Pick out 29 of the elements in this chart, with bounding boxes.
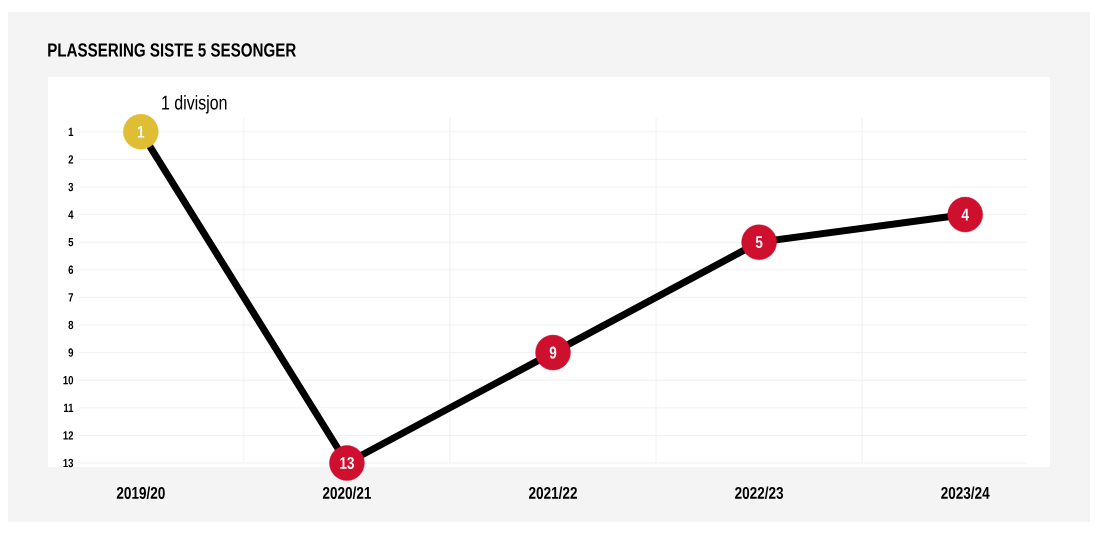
y-tick-label: 12 (63, 431, 74, 440)
x-tick-label: 2023/24 (941, 486, 990, 500)
y-tick-label: 4 (68, 210, 74, 219)
data-label: 13 (340, 456, 354, 469)
y-tick-label: 7 (68, 293, 74, 302)
y-tick-label: 10 (63, 375, 74, 385)
y-tick-label: 11 (63, 403, 74, 412)
data-label: 5 (755, 236, 763, 249)
point (535, 334, 571, 371)
y-tick-label: 2 (68, 155, 74, 164)
x-tick-label: 2021/22 (528, 486, 577, 500)
data-label: 1 (137, 125, 145, 138)
y-tick-label: 8 (68, 320, 74, 330)
x-tick-label: 2022/23 (735, 486, 784, 500)
y-tick-label: 6 (68, 265, 74, 275)
y-tick-label: 3 (68, 182, 74, 192)
x-tick-label: 2019/20 (116, 486, 165, 500)
data-label: 4 (961, 208, 969, 221)
y-tick-label: 9 (68, 348, 74, 357)
x-tick-label: 2020/21 (322, 486, 372, 500)
y-tick-label: 13 (63, 458, 74, 468)
point (741, 224, 777, 260)
point (123, 114, 159, 150)
chart-title: PLASSERING SISTE 5 SESONGER (48, 43, 296, 57)
annotation: 1 divisjon (162, 95, 227, 114)
point (947, 196, 983, 233)
y-tick-label: 5 (68, 238, 74, 247)
data-label: 9 (549, 346, 557, 359)
y-tick-label: 1 (68, 127, 74, 136)
